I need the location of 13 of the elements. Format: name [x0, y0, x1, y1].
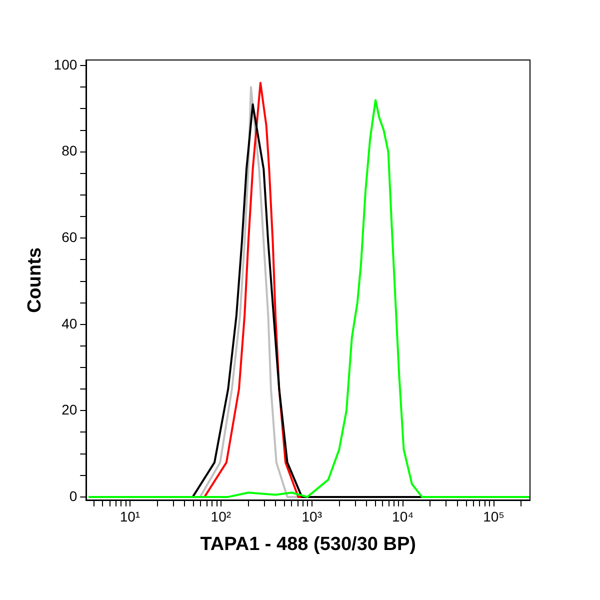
y-tick-label: 100 — [54, 56, 78, 72]
y-tick-label: 60 — [62, 229, 78, 246]
y-tick-label: 80 — [62, 142, 78, 159]
y-tick-label: 40 — [62, 315, 78, 332]
x-tick-label: 10¹ — [120, 508, 140, 525]
x-tick-label: 10³ — [302, 508, 322, 525]
x-axis-title: TAPA1 - 488 (530/30 BP) — [200, 534, 416, 555]
x-tick-label: 10⁵ — [483, 508, 504, 525]
y-tick-label: 0 — [69, 488, 78, 504]
x-tick-label: 10⁴ — [392, 508, 414, 525]
y-tick-label: 20 — [62, 402, 78, 418]
x-tick-label: 10² — [210, 508, 232, 525]
y-axis-title: Counts — [24, 247, 46, 313]
